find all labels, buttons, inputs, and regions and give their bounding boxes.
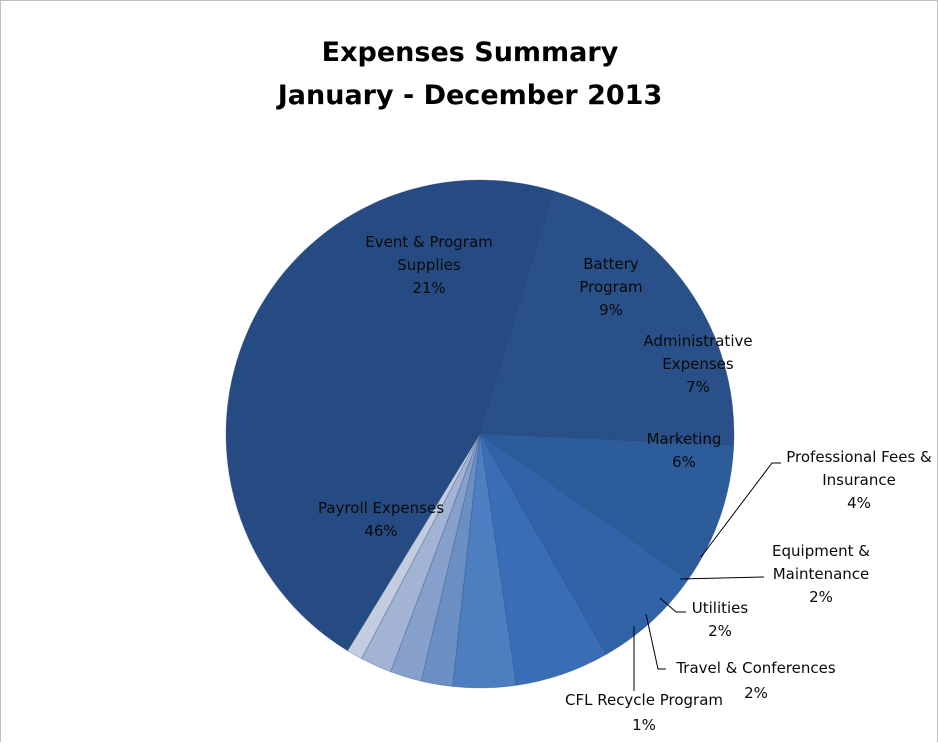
- label-travel: Travel & Conferences 2%: [675, 659, 836, 702]
- slice-administrative-expenses: [479, 433, 689, 655]
- label-utilities-line: Utilities: [692, 599, 749, 617]
- leader-professional: [700, 462, 781, 558]
- label-utilities: Utilities 2%: [692, 599, 749, 640]
- chart-subtitle: January - December 2013: [276, 80, 663, 111]
- label-professional-line: 4%: [847, 494, 871, 512]
- slice-marketing: [479, 433, 607, 686]
- slice-travel-and-conferences: [360, 433, 481, 673]
- label-professional-line: Professional Fees &: [786, 448, 932, 466]
- label-equipment-line: 2%: [809, 588, 833, 606]
- leader-utilities: [659, 597, 686, 613]
- leader-equipment: [679, 576, 765, 580]
- label-event: Event & Program Supplies 21%: [365, 233, 493, 297]
- label-payroll-line: Payroll Expenses: [318, 499, 444, 517]
- slice-event-and-program-supplies: [479, 190, 735, 446]
- label-event-line: Supplies: [397, 256, 461, 274]
- label-admin-line: 7%: [686, 378, 710, 396]
- slice-utilities: [390, 433, 481, 682]
- leader-travel: [645, 613, 666, 670]
- label-equipment: Equipment & Maintenance 2%: [772, 542, 870, 606]
- slice-payroll-expenses: [225, 179, 555, 652]
- slice-professional-fees-and-insurance: [452, 433, 517, 689]
- label-event-line: Event & Program: [365, 233, 493, 251]
- label-payroll: Payroll Expenses 46%: [318, 499, 444, 540]
- label-admin: Administrative Expenses 7%: [643, 332, 752, 396]
- slice-battery-program: [478, 433, 735, 581]
- label-admin-line: Expenses: [662, 355, 734, 373]
- label-battery-line: 9%: [599, 301, 623, 319]
- label-admin-line: Administrative: [643, 332, 752, 350]
- slice-cfl-recycle-program: [347, 433, 481, 660]
- label-battery-line: Program: [579, 278, 642, 296]
- label-professional: Professional Fees & Insurance 4%: [786, 448, 932, 512]
- label-travel-line: Travel & Conferences: [675, 659, 836, 677]
- label-payroll-line: 46%: [364, 522, 397, 540]
- label-marketing-line: Marketing: [647, 430, 722, 448]
- slice-equipment-and-maintenance: [420, 433, 481, 687]
- chart-titles: Expenses Summary January - December 2013: [276, 37, 663, 111]
- label-cfl-line: CFL Recycle Program: [565, 691, 723, 709]
- pie-slices: [225, 179, 735, 689]
- label-equipment-line: Equipment &: [772, 542, 870, 560]
- label-equipment-line: Maintenance: [773, 565, 870, 583]
- label-battery-line: Battery: [583, 255, 639, 273]
- label-marketing-line: 6%: [672, 453, 696, 471]
- label-cfl: CFL Recycle Program 1%: [565, 691, 723, 734]
- label-travel-line: 2%: [744, 684, 768, 702]
- label-battery: Battery Program 9%: [579, 255, 642, 319]
- label-event-line: 21%: [412, 279, 445, 297]
- label-marketing: Marketing 6%: [647, 430, 722, 471]
- label-professional-line: Insurance: [822, 471, 896, 489]
- label-cfl-line: 1%: [632, 716, 656, 734]
- leader-lines: [633, 462, 781, 691]
- chart-title: Expenses Summary: [322, 37, 619, 68]
- slice-labels: Payroll Expenses 46% Event & Program Suppli…: [318, 233, 932, 734]
- label-utilities-line: 2%: [708, 622, 732, 640]
